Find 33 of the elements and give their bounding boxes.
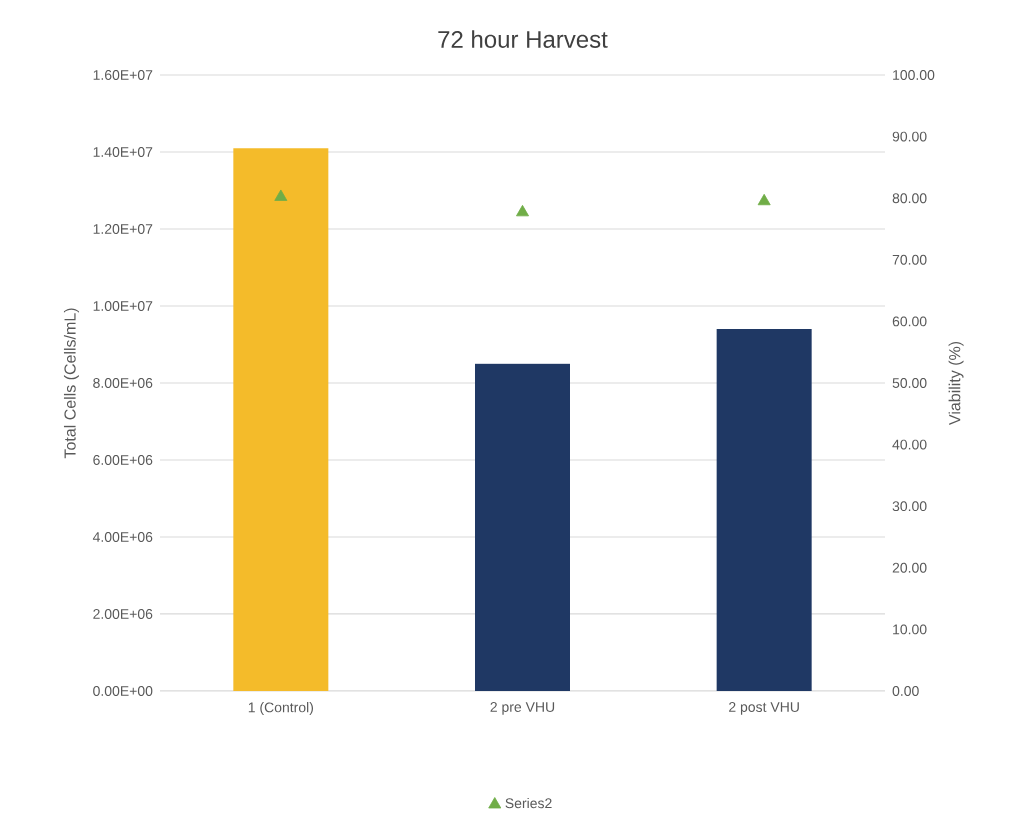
y2-tick-label: 30.00 [892,501,927,512]
y-axis-title: Total Cells (Cells/mL) [63,308,79,459]
y2-tick-label: 0.00 [892,686,919,696]
point [274,189,288,201]
y2-axis-title: Viability (%) [948,341,964,425]
y-tick-label: 1.00E+07 [93,301,153,311]
bar [716,329,812,691]
y-tick-label: 6.00E+06 [93,455,153,465]
y2-tick-label: 10.00 [893,624,927,635]
y2-tick-label: 40.00 [892,439,927,450]
y2-tick-label: 80.00 [892,193,927,204]
x-tick-label: 2 pre VHU [490,702,555,715]
y-tick-label: 8.00E+06 [93,378,153,388]
point [516,204,529,217]
x-tick-label: 1 (Control) [248,702,314,716]
y2-tick-label: 20.00 [892,562,927,573]
bar [475,363,570,691]
y2-tick-label: 100.00 [893,70,935,80]
x-tick-label: 2 post VHU [729,702,799,715]
y-tick-label: 4.00E+06 [92,532,153,542]
y2-tick-label: 60.00 [892,316,927,327]
point [757,193,771,206]
y-tick-label: 1.60E+07 [93,70,153,80]
y2-tick-label: 50.00 [892,378,927,388]
bar [233,148,329,691]
y2-tick-label: 90.00 [892,131,927,142]
y-tick-label: 1.20E+07 [93,224,153,234]
y-tick-label: 0.00E+00 [93,686,153,696]
legend-label: Series2 [505,797,552,809]
y2-tick-label: 70.00 [892,254,927,265]
y-tick-label: 1.40E+07 [93,147,153,157]
chart-title: 72 hour Harvest [438,30,608,48]
y-tick-label: 2.00E+06 [93,609,153,619]
